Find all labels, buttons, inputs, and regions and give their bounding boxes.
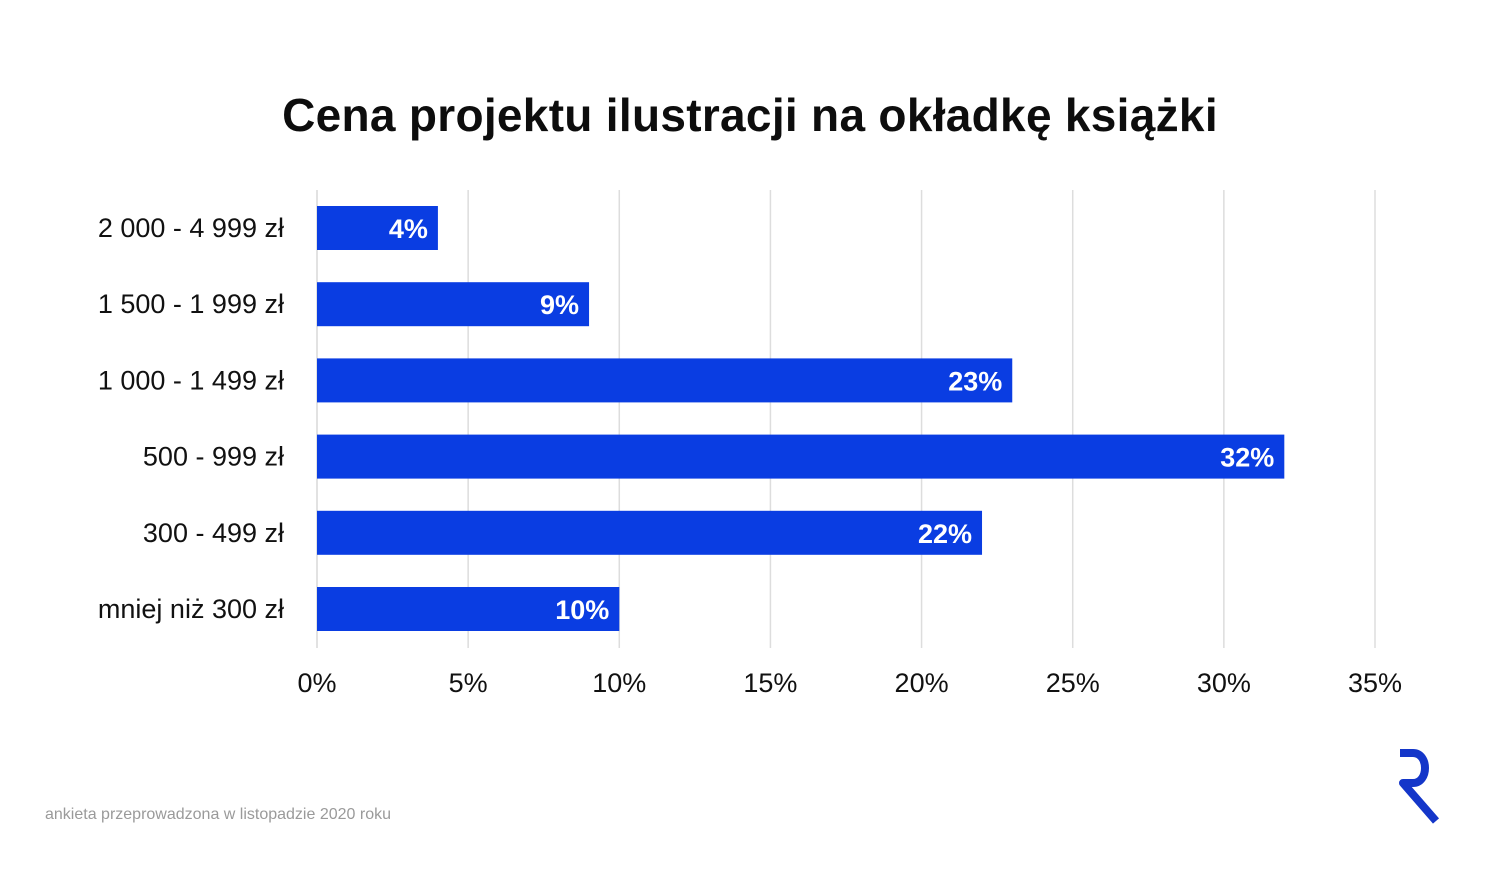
bar bbox=[317, 206, 438, 250]
x-tick-label: 35% bbox=[1348, 668, 1402, 698]
bar bbox=[317, 434, 1285, 479]
bar bbox=[317, 587, 620, 631]
category-label: 2 000 - 4 999 zł bbox=[98, 213, 284, 243]
x-axis-tick-labels: 0% 5% 10% 15% 20% 25% 30% 35% bbox=[297, 668, 1402, 698]
bar bbox=[317, 510, 983, 555]
x-tick-label: 30% bbox=[1197, 668, 1251, 698]
data-label: 23% bbox=[948, 366, 1002, 396]
bars: 4% 9% 23% 32% 22% 10% bbox=[317, 206, 1285, 631]
category-label: mniej niż 300 zł bbox=[98, 594, 284, 624]
data-label: 9% bbox=[540, 290, 579, 320]
bar bbox=[317, 282, 590, 327]
x-tick-label: 15% bbox=[743, 668, 797, 698]
gridlines bbox=[316, 190, 1376, 648]
chart-title: Cena projektu ilustracji na okładkę ksią… bbox=[282, 89, 1218, 141]
x-tick-label: 25% bbox=[1046, 668, 1100, 698]
x-tick-label: 5% bbox=[449, 668, 488, 698]
footnote: ankieta przeprowadzona w listopadzie 202… bbox=[45, 806, 391, 823]
category-label: 500 - 999 zł bbox=[143, 442, 284, 472]
x-tick-label: 10% bbox=[592, 668, 646, 698]
category-label: 1 500 - 1 999 zł bbox=[98, 289, 284, 319]
x-tick-label: 20% bbox=[895, 668, 949, 698]
data-label: 32% bbox=[1220, 443, 1274, 473]
bar bbox=[317, 358, 1013, 403]
x-tick-label: 0% bbox=[297, 668, 336, 698]
data-label: 4% bbox=[389, 214, 428, 244]
category-label: 300 - 499 zł bbox=[143, 518, 284, 548]
r-logo-icon bbox=[1399, 749, 1440, 824]
data-label: 10% bbox=[555, 595, 609, 625]
category-label: 1 000 - 1 499 zł bbox=[98, 365, 284, 395]
data-label: 22% bbox=[918, 519, 972, 549]
category-labels: 2 000 - 4 999 zł 1 500 - 1 999 zł 1 000 - … bbox=[98, 213, 284, 624]
